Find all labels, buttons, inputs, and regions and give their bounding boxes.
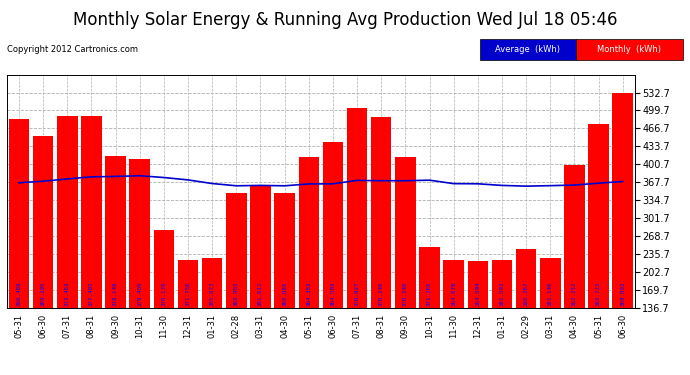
Text: 366.489: 366.489 xyxy=(17,282,21,306)
Bar xyxy=(323,142,343,375)
Text: 361.593: 361.593 xyxy=(500,282,504,306)
Text: 370.827: 370.827 xyxy=(355,282,359,306)
Text: Monthly  (kWh): Monthly (kWh) xyxy=(598,45,661,54)
Bar xyxy=(540,258,560,375)
Text: 371.758: 371.758 xyxy=(186,282,190,306)
Bar xyxy=(202,258,222,375)
Bar xyxy=(33,136,53,375)
Text: 364.503: 364.503 xyxy=(331,282,335,306)
Bar xyxy=(106,156,126,375)
Bar xyxy=(492,260,512,375)
Text: 365.723: 365.723 xyxy=(596,282,601,306)
Bar xyxy=(130,159,150,375)
Text: Monthly Solar Energy & Running Avg Production Wed Jul 18 05:46: Monthly Solar Energy & Running Avg Produ… xyxy=(72,11,618,29)
Bar xyxy=(516,249,536,375)
Bar xyxy=(613,93,633,375)
Text: Average  (kWh): Average (kWh) xyxy=(495,45,560,54)
Bar xyxy=(299,157,319,375)
Bar xyxy=(589,124,609,375)
Bar xyxy=(468,261,488,375)
Bar xyxy=(371,117,391,375)
Bar xyxy=(347,108,367,375)
Text: 377.402: 377.402 xyxy=(89,282,94,306)
Text: 360.903: 360.903 xyxy=(234,282,239,306)
Bar xyxy=(57,116,77,375)
Bar xyxy=(275,193,295,375)
Text: 362.252: 362.252 xyxy=(572,282,577,306)
Bar xyxy=(420,247,440,375)
Text: 360.267: 360.267 xyxy=(524,282,529,306)
Bar xyxy=(250,186,270,375)
Text: 364.353: 364.353 xyxy=(306,282,311,306)
Bar xyxy=(395,157,415,375)
Text: 364.878: 364.878 xyxy=(451,282,456,306)
Bar xyxy=(178,260,198,375)
Text: 360.865: 360.865 xyxy=(282,282,287,306)
Bar xyxy=(226,193,246,375)
Bar xyxy=(81,116,101,375)
Text: 361.612: 361.612 xyxy=(258,282,263,306)
Text: 368.802: 368.802 xyxy=(620,282,625,306)
Bar xyxy=(154,230,174,375)
Text: Copyright 2012 Cartronics.com: Copyright 2012 Cartronics.com xyxy=(7,45,138,54)
Text: 361.146: 361.146 xyxy=(548,282,553,306)
Text: 379.409: 379.409 xyxy=(137,282,142,306)
Text: 369.295: 369.295 xyxy=(41,282,46,306)
Text: 365.073: 365.073 xyxy=(210,282,215,306)
Bar xyxy=(564,165,584,375)
Text: 371.265: 371.265 xyxy=(427,282,432,306)
Bar xyxy=(444,260,464,375)
Text: 370.246: 370.246 xyxy=(403,282,408,306)
Text: 378.148: 378.148 xyxy=(113,282,118,306)
Text: 370.246: 370.246 xyxy=(379,282,384,306)
Bar xyxy=(9,119,29,375)
Text: 364.594: 364.594 xyxy=(475,282,480,306)
Text: 376.139: 376.139 xyxy=(161,282,166,306)
Text: 373.463: 373.463 xyxy=(65,282,70,306)
